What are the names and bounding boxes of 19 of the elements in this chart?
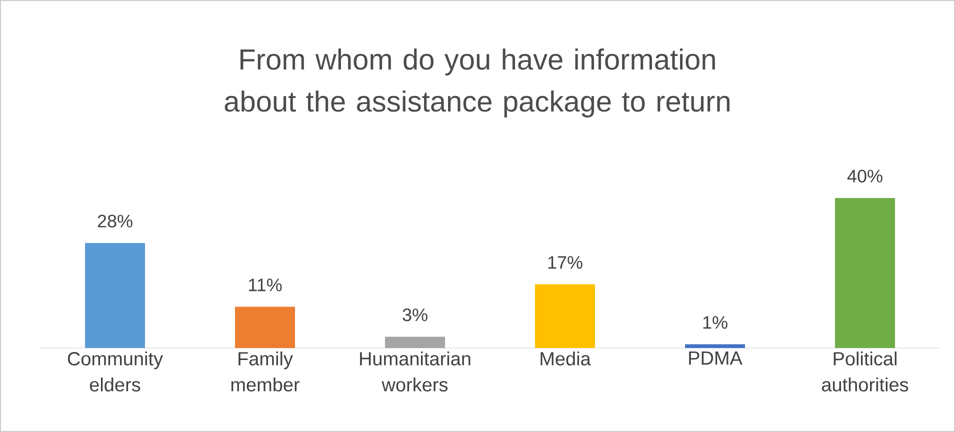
- data-label: 40%: [847, 170, 882, 182]
- data-label: 3%: [402, 308, 428, 322]
- x-tick-label: Community elders: [68, 352, 163, 392]
- data-label: 28%: [98, 214, 132, 228]
- chart-title: From whom do you have information about the assistance package to return: [224, 48, 730, 118]
- x-tick-label: Political authorities: [822, 352, 908, 392]
- x-tick-label: Media: [540, 352, 591, 366]
- x-tick-label: PDMA: [689, 352, 742, 365]
- bar: [835, 198, 896, 348]
- x-tick-label: Humanitarian workers: [360, 352, 470, 392]
- bar: [85, 243, 145, 348]
- x-tick-label: Family member: [231, 352, 300, 392]
- bar: [385, 336, 446, 348]
- bar: [685, 344, 746, 348]
- data-label: 1%: [703, 316, 728, 329]
- data-label: 17%: [548, 256, 582, 269]
- data-label: 11%: [249, 278, 282, 292]
- bar: [235, 306, 295, 348]
- bar: [535, 284, 596, 348]
